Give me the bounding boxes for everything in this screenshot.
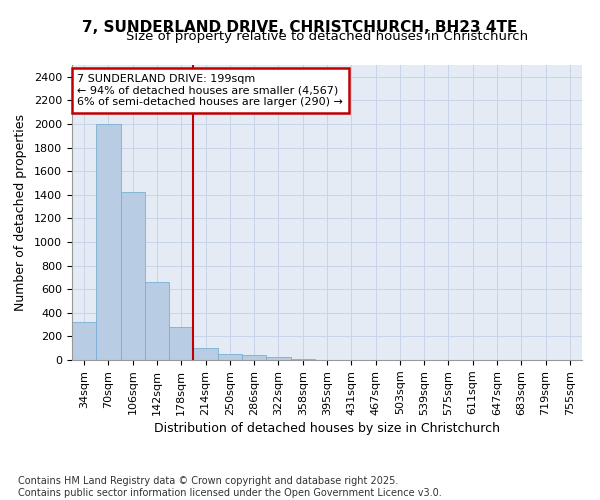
Bar xyxy=(242,356,266,360)
Bar xyxy=(218,354,242,360)
X-axis label: Distribution of detached houses by size in Christchurch: Distribution of detached houses by size … xyxy=(154,422,500,434)
Bar xyxy=(121,192,145,360)
Bar xyxy=(169,327,193,360)
Bar xyxy=(290,359,315,360)
Y-axis label: Number of detached properties: Number of detached properties xyxy=(14,114,27,311)
Title: Size of property relative to detached houses in Christchurch: Size of property relative to detached ho… xyxy=(126,30,528,43)
Text: 7 SUNDERLAND DRIVE: 199sqm
← 94% of detached houses are smaller (4,567)
6% of se: 7 SUNDERLAND DRIVE: 199sqm ← 94% of deta… xyxy=(77,74,343,107)
Bar xyxy=(145,282,169,360)
Text: 7, SUNDERLAND DRIVE, CHRISTCHURCH, BH23 4TE: 7, SUNDERLAND DRIVE, CHRISTCHURCH, BH23 … xyxy=(82,20,518,35)
Bar xyxy=(72,322,96,360)
Bar xyxy=(96,124,121,360)
Text: Contains HM Land Registry data © Crown copyright and database right 2025.
Contai: Contains HM Land Registry data © Crown c… xyxy=(18,476,442,498)
Bar xyxy=(266,357,290,360)
Bar xyxy=(193,348,218,360)
